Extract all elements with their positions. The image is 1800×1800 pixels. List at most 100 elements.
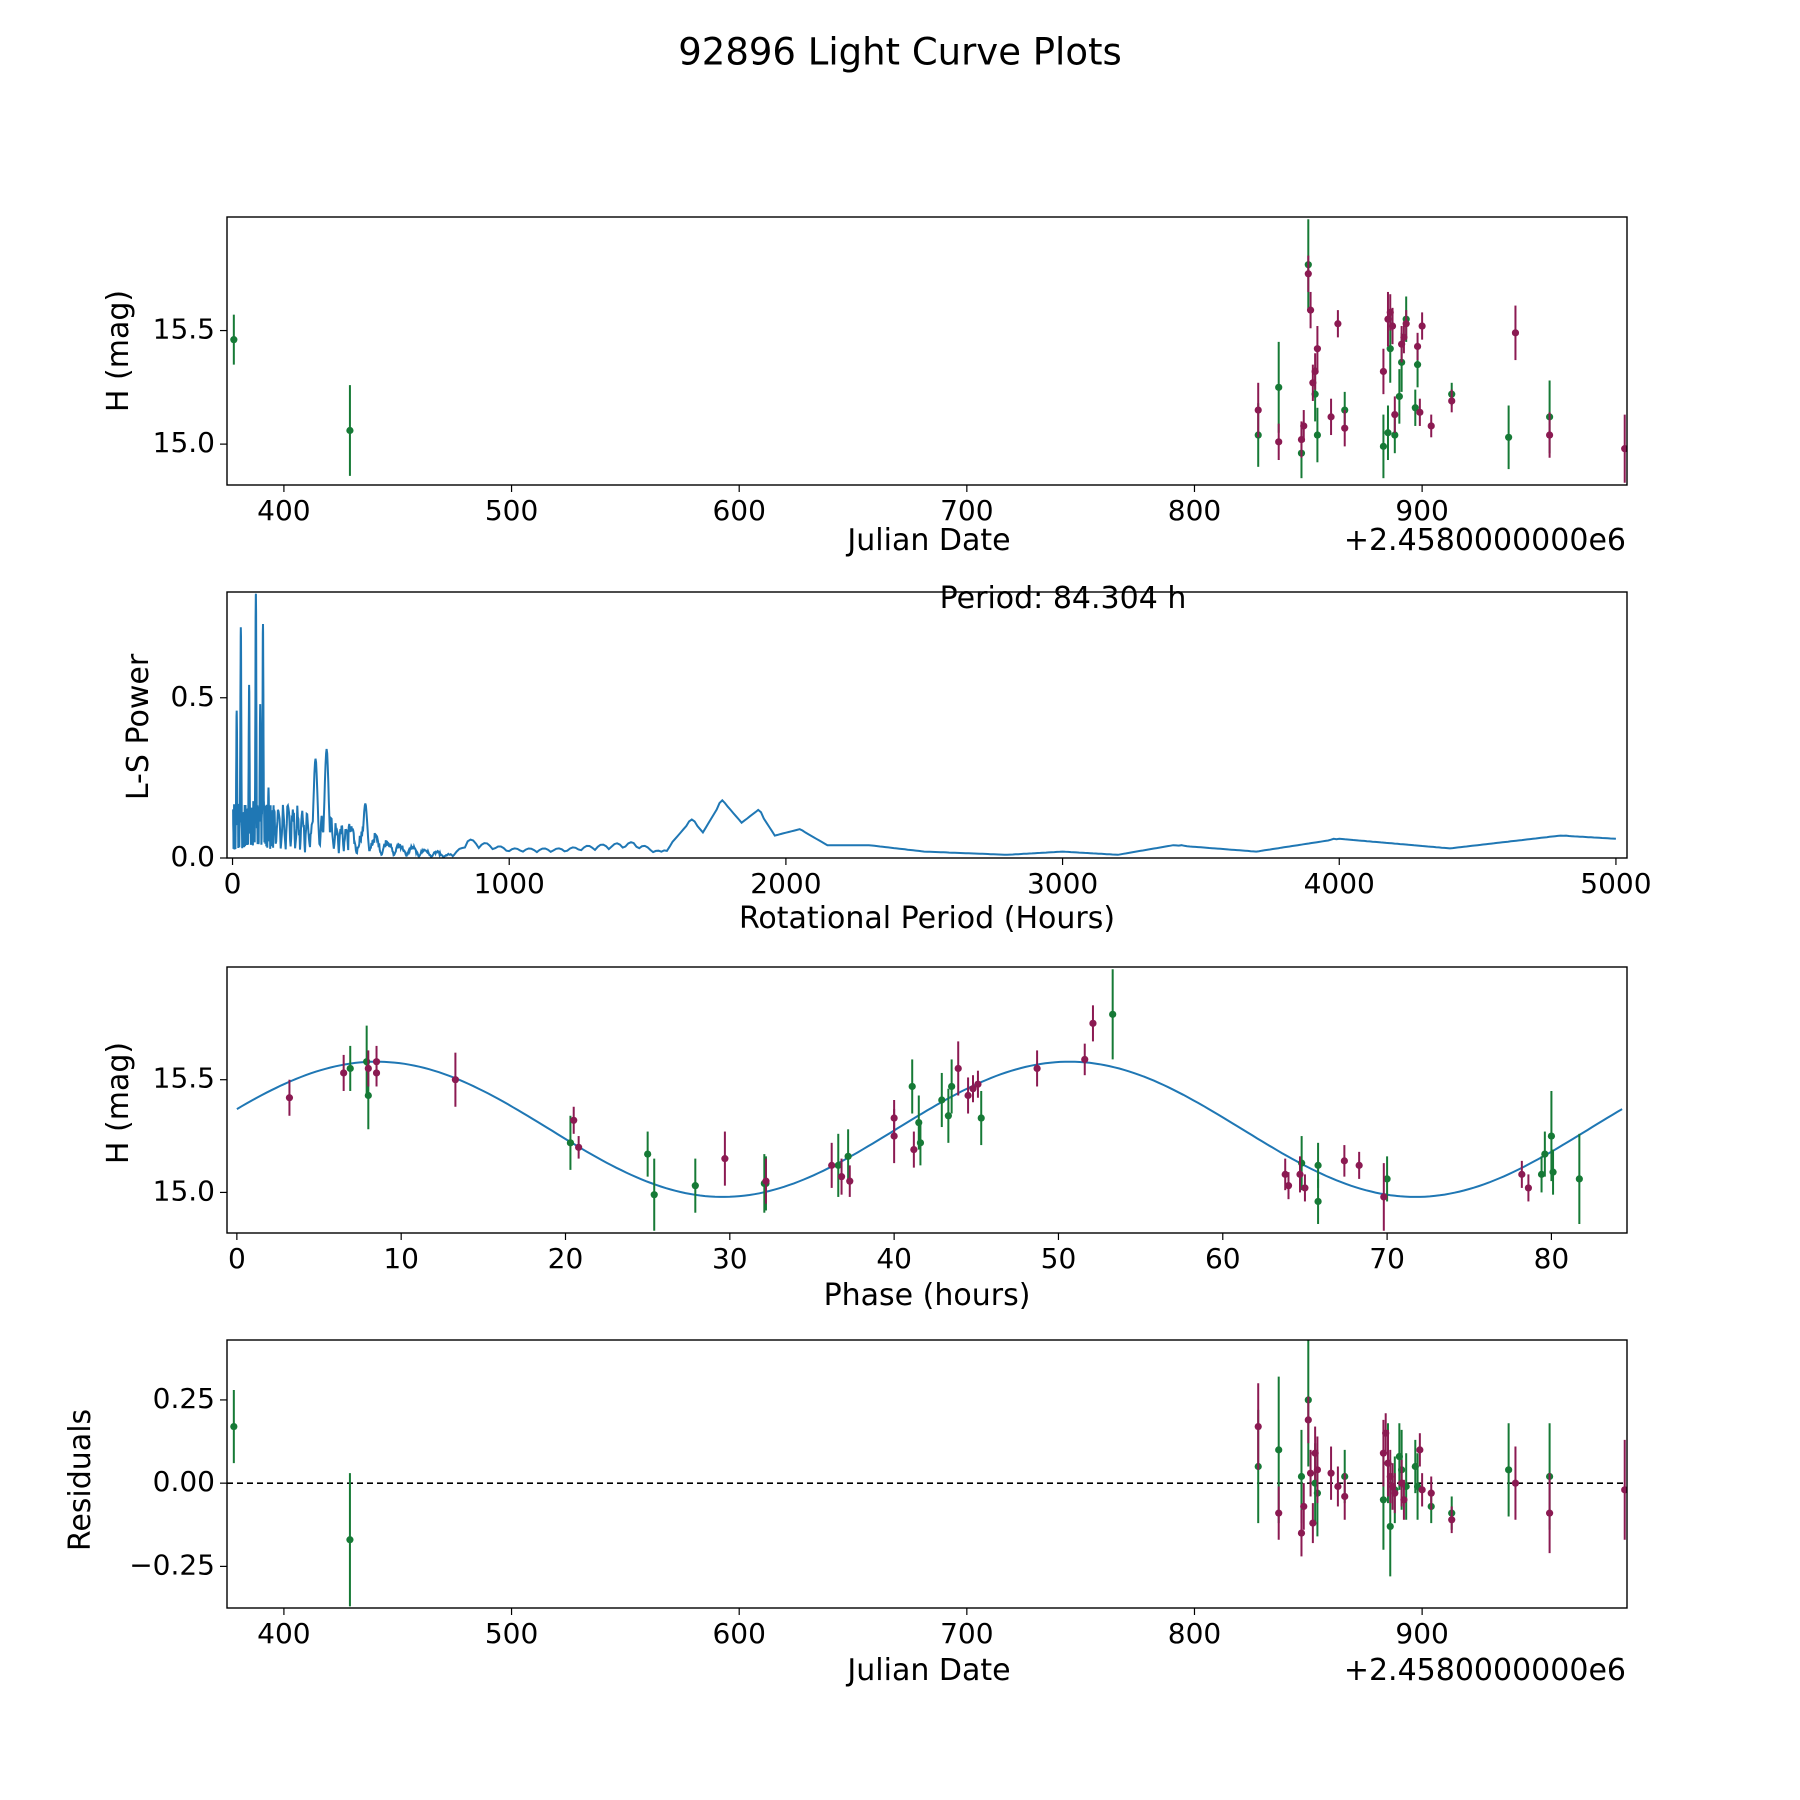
residuals-magenta-point (1254, 1422, 1262, 1431)
phased-ytick-label: 15.5 (153, 1062, 215, 1095)
residuals-green-point (1386, 1522, 1394, 1531)
phased-magenta-point (837, 1173, 846, 1181)
lightcurve-green-point (1379, 442, 1388, 450)
lightcurve-offset-label: +2.4580000000e6 (1344, 523, 1626, 558)
lightcurve-ytick-label: 15.5 (153, 313, 215, 346)
phased-green-point (844, 1152, 852, 1160)
lightcurve-plot-area (230, 219, 1627, 483)
lightcurve-magenta-point (1327, 413, 1335, 421)
lightcurve-green-point (1411, 404, 1419, 412)
residuals-magenta-point (1416, 1446, 1424, 1454)
phased-axes-frame (226, 966, 1628, 1234)
residuals-green-point (1297, 1472, 1306, 1481)
lightcurve-magenta-point (1427, 422, 1435, 430)
lightcurve-xtick-label: 500 (485, 494, 538, 527)
residuals-magenta-point (1304, 1416, 1312, 1424)
phased-magenta-point (846, 1177, 854, 1185)
periodogram-xlabel: Rotational Period (Hours) (739, 901, 1115, 936)
periodogram-series-line (232, 593, 1616, 858)
phased-magenta-point (721, 1155, 729, 1163)
periodogram-xtick-label: 3000 (1027, 867, 1098, 900)
phased-green-point (1541, 1150, 1549, 1158)
phased-fit-curve (236, 1060, 1623, 1198)
phased-magenta-point (910, 1145, 918, 1154)
lightcurve-green-point (1413, 361, 1422, 369)
phased-green-point (1575, 1175, 1583, 1183)
figure-title: 92896 Light Curve Plots (678, 31, 1122, 74)
phased-magenta-point (1089, 1019, 1097, 1027)
phased-ytick-label: 15.0 (153, 1174, 215, 1207)
phased-green-point (650, 1191, 658, 1199)
lightcurve-xlabel: Julian Date (845, 523, 1010, 558)
residuals-green-point (346, 1536, 354, 1544)
phased-green-point (1383, 1175, 1391, 1183)
periodogram-plot-area (232, 593, 1616, 858)
phased-magenta-point (1281, 1170, 1289, 1178)
phased-xtick-label: 0 (228, 1242, 246, 1275)
phased-magenta-point (451, 1076, 460, 1084)
phased-magenta-point (1301, 1184, 1309, 1192)
lightcurve-magenta-point (1402, 320, 1410, 328)
phased-magenta-point (1340, 1157, 1348, 1165)
periodogram-xtick-label: 5000 (1580, 867, 1651, 900)
periodogram-axes-frame (226, 591, 1628, 859)
lightcurve-green-point (1395, 392, 1403, 401)
lightcurve-magenta-point (1546, 431, 1554, 439)
lightcurve-green-point (230, 336, 238, 344)
phased-magenta-point (1296, 1170, 1304, 1178)
lightcurve-magenta-point (1275, 438, 1283, 446)
residuals-magenta-point (1297, 1529, 1306, 1537)
lightcurve-xtick-label: 600 (712, 494, 765, 527)
lightcurve-panel: Julian Date +2.4580000000e6 H (mag) 400 5… (101, 216, 1628, 558)
phased-green-point (644, 1150, 652, 1158)
periodogram-xtick-label: 0 (224, 867, 242, 900)
residuals-xtick-label: 600 (712, 1617, 765, 1650)
phased-green-point (364, 1091, 372, 1100)
phased-green-point (1547, 1132, 1556, 1140)
lightcurve-magenta-point (1254, 406, 1262, 414)
phased-magenta-point (364, 1064, 372, 1073)
lightcurve-magenta-point (1418, 322, 1426, 330)
residuals-magenta-point (1327, 1469, 1335, 1477)
lightcurve-green-point (1275, 383, 1283, 391)
residuals-green-point (1505, 1466, 1513, 1474)
phased-plot-area (236, 969, 1623, 1231)
residuals-offset-label: +2.4580000000e6 (1344, 1653, 1626, 1688)
residuals-magenta-point (1448, 1516, 1456, 1524)
residuals-magenta-point (1427, 1489, 1435, 1497)
phased-xtick-label: 30 (712, 1242, 748, 1275)
phased-green-point (948, 1082, 956, 1091)
lightcurve-xtick-label: 700 (940, 494, 993, 527)
lightcurve-green-point (1505, 433, 1513, 441)
residuals-xtick-label: 900 (1395, 1617, 1448, 1650)
phased-magenta-point (340, 1069, 348, 1077)
periodogram-panel: Rotational Period (Hours) L-S Power Peri… (121, 581, 1652, 936)
phased-magenta-point (575, 1143, 583, 1151)
phased-green-point (938, 1096, 946, 1104)
lightcurve-green-point (1391, 431, 1399, 439)
phased-xtick-label: 40 (876, 1242, 912, 1275)
lightcurve-magenta-point (1341, 424, 1349, 432)
residuals-ytick-label: 0.00 (153, 1465, 215, 1498)
residuals-magenta-point (1334, 1482, 1342, 1491)
lightcurve-magenta-point (1413, 342, 1422, 351)
phased-magenta-point (890, 1132, 898, 1140)
residuals-ylabel: Residuals (63, 1409, 98, 1551)
phased-green-point (691, 1182, 699, 1190)
residuals-xtick-label: 400 (257, 1617, 310, 1650)
phased-green-point (944, 1112, 952, 1120)
residuals-xtick-label: 700 (940, 1617, 993, 1650)
residuals-magenta-point (1391, 1489, 1399, 1497)
residuals-ytick-label: 0.25 (153, 1382, 215, 1415)
lightcurve-magenta-point (1379, 367, 1388, 376)
phased-magenta-point (570, 1116, 578, 1124)
lightcurve-magenta-point (1416, 408, 1424, 416)
lightcurve-magenta-point (1313, 345, 1322, 353)
residuals-axes-frame (226, 1339, 1628, 1609)
lightcurve-ytick-label: 15.0 (153, 426, 215, 459)
phased-magenta-point (762, 1177, 770, 1185)
residuals-magenta-point (1511, 1479, 1520, 1487)
lightcurve-magenta-point (1391, 410, 1399, 419)
